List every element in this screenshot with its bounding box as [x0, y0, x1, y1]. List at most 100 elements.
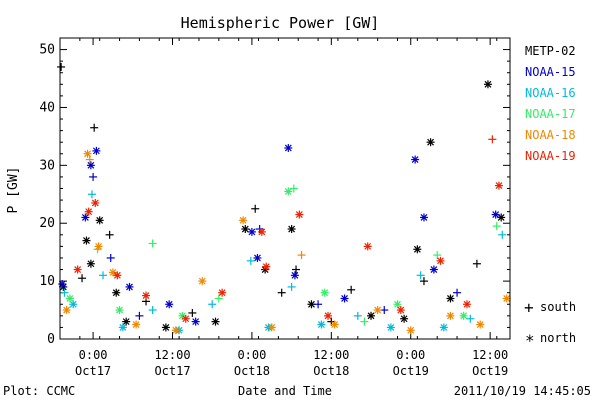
data-point-north: [161, 323, 170, 332]
data-point-north: [330, 320, 339, 329]
legend-entry-noaa-15: NOAA-15: [525, 65, 576, 79]
data-point-south: [498, 230, 507, 239]
plot-area: [57, 62, 511, 335]
y-tick-label: 0: [47, 332, 55, 347]
data-point-north: [108, 268, 117, 277]
data-point-north: [115, 306, 124, 315]
data-point-south: [277, 288, 286, 297]
data-point-south: [353, 311, 362, 320]
data-point-north: [86, 161, 95, 170]
data-point-south: [251, 204, 260, 213]
data-point-north: [218, 288, 227, 297]
data-point-north: [446, 311, 455, 320]
data-point-south: [105, 230, 114, 239]
data-point-north: [122, 317, 131, 326]
legend-entry-noaa-19: NOAA-19: [525, 149, 576, 163]
south-marker-label: south: [540, 300, 576, 314]
y-axis: P [GW] 0 10 20 30 40 50: [6, 37, 510, 347]
data-point-south: [416, 271, 425, 280]
x-tick-label-time: 0:00: [396, 348, 425, 362]
data-point-north: [92, 146, 101, 155]
data-point-north: [419, 213, 428, 222]
data-point-south: [90, 123, 99, 132]
data-point-south: [347, 285, 356, 294]
data-point-south: [57, 62, 66, 71]
data-point-north: [317, 320, 326, 329]
data-point-north: [476, 320, 485, 329]
data-point-north: [81, 213, 90, 222]
data-point-north: [91, 198, 100, 207]
x-tick-label-time: 0:00: [79, 348, 108, 362]
data-point-north: [367, 311, 376, 320]
data-point-north: [324, 311, 333, 320]
x-tick-label-time: 12:00: [472, 348, 508, 362]
data-point-south: [297, 251, 306, 260]
data-point-north: [262, 262, 271, 271]
series-metp-02: [57, 62, 506, 332]
data-point-north: [284, 143, 293, 152]
data-point-north: [491, 210, 500, 219]
data-point-north: [113, 271, 122, 280]
legend-entry-noaa-18: NOAA-18: [525, 128, 576, 142]
data-point-north: [446, 294, 455, 303]
legend-entry-metp-02: METP-02: [525, 44, 576, 58]
data-point-north: [112, 288, 121, 297]
data-point-south: [287, 282, 296, 291]
data-point-north: [86, 259, 95, 268]
y-tick-label: 30: [39, 158, 55, 173]
data-point-north: [400, 314, 409, 323]
data-point-south: [85, 155, 94, 164]
data-point-south: [60, 288, 69, 297]
data-point-north: [406, 326, 415, 335]
data-point-north: [287, 225, 296, 234]
footer-plot-credit: Plot: CCMC: [3, 384, 75, 398]
footer-timestamp: 2011/10/19 14:45:05: [454, 384, 591, 398]
data-point-north: [253, 253, 262, 262]
data-point-north: [73, 265, 82, 274]
data-point-north: [290, 271, 299, 280]
x-tick-label-date: Oct18: [234, 364, 270, 378]
data-point-north: [340, 294, 349, 303]
data-point-south: [360, 317, 369, 326]
north-marker-label: north: [540, 331, 576, 345]
series-noaa-19: [73, 135, 503, 323]
data-point-north: [462, 300, 471, 309]
data-point-south: [419, 277, 428, 286]
data-point-south: [492, 222, 501, 231]
data-point-north: [239, 216, 248, 225]
data-point-north: [125, 282, 134, 291]
data-point-north: [459, 311, 468, 320]
data-point-south: [466, 314, 475, 323]
data-point-south: [472, 259, 481, 268]
data-point-north: [307, 300, 316, 309]
x-tick-label-date: Oct18: [313, 364, 349, 378]
data-point-north: [411, 155, 420, 164]
data-point-north: [413, 245, 422, 254]
data-point-south: [106, 253, 115, 262]
data-point-north: [62, 306, 71, 315]
x-axis: 0:00 Oct17 12:00 Oct17 0:00 Oct18 12:00 Oct18 0:…: [59, 38, 508, 398]
x-tick-label-time: 12:00: [154, 348, 190, 362]
x-tick-label-date: Oct17: [75, 364, 111, 378]
data-point-south: [488, 135, 497, 144]
data-point-north: [118, 323, 127, 332]
x-tick-label-time: 0:00: [237, 348, 266, 362]
data-point-north: [241, 225, 250, 234]
data-point-north: [426, 138, 435, 147]
legend-entry-noaa-16: NOAA-16: [525, 86, 576, 100]
data-point-south: [208, 300, 217, 309]
data-point-south: [289, 184, 298, 193]
chart-title: Hemispheric Power [GW]: [181, 14, 380, 32]
north-marker-symbol: *: [525, 331, 535, 350]
data-point-south: [89, 172, 98, 181]
data-point-north: [198, 277, 207, 286]
data-point-south: [453, 288, 462, 297]
data-point-north: [439, 323, 448, 332]
data-point-north: [95, 216, 104, 225]
data-point-north: [494, 181, 503, 190]
legend-entry-noaa-17: NOAA-17: [525, 107, 576, 121]
data-point-south: [292, 265, 301, 274]
data-point-north: [386, 323, 395, 332]
data-point-south: [214, 294, 223, 303]
